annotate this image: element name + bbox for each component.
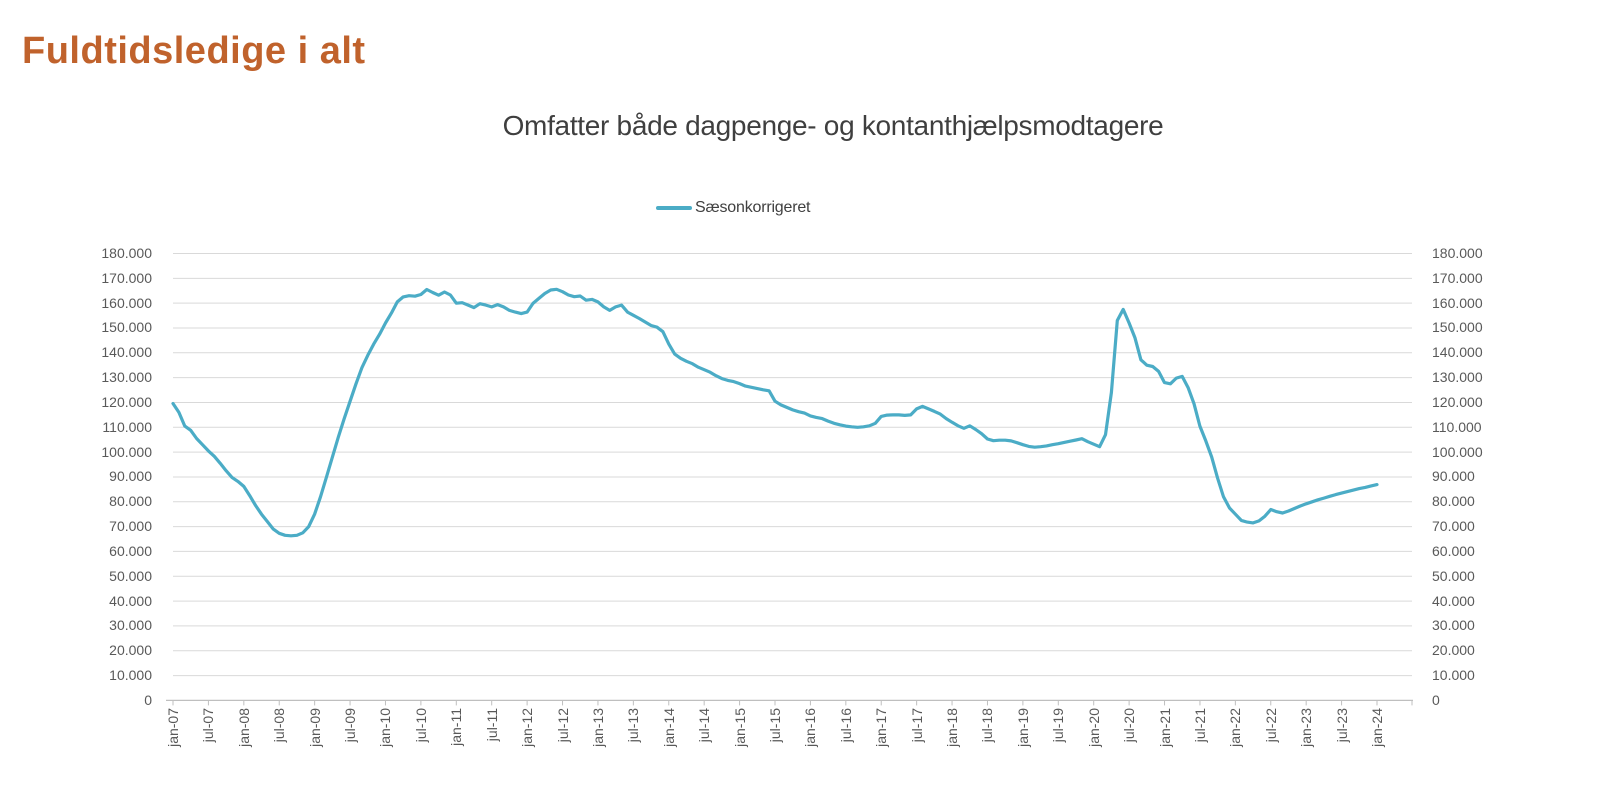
y-axis-label-left: 60.000 (109, 542, 152, 559)
y-axis-label-left: 20.000 (109, 642, 152, 659)
y-axis-label-left: 140.000 (101, 344, 152, 361)
x-axis-label: jan-23 (1298, 708, 1315, 747)
y-axis-label-left: 90.000 (109, 468, 152, 485)
y-axis-label-right: 20.000 (1432, 642, 1475, 659)
page-title: Fuldtidsledige i alt (22, 30, 366, 72)
x-axis-label: jul-20 (1121, 708, 1138, 743)
x-axis-label: jan-07 (165, 708, 181, 747)
legend: Sæsonkorrigeret (656, 198, 810, 218)
legend-line-marker (656, 205, 692, 211)
x-axis-label: jul-17 (908, 708, 925, 743)
y-axis-label-left: 0 (144, 691, 152, 708)
x-axis-label: jul-21 (1191, 708, 1208, 743)
x-axis-label: jul-13 (625, 708, 642, 743)
x-axis-label: jul-22 (1262, 708, 1279, 743)
x-axis-label: jan-17 (873, 708, 890, 747)
y-axis-label-left: 30.000 (109, 617, 152, 634)
y-axis-label-right: 120.000 (1432, 393, 1483, 410)
x-axis-label: jul-10 (412, 708, 429, 743)
y-axis-label-right: 150.000 (1432, 319, 1483, 336)
chart-title: Omfatter både dagpenge- og kontanthjælps… (502, 110, 1164, 141)
y-axis-label-right: 10.000 (1432, 667, 1475, 684)
y-axis-label-right: 90.000 (1432, 468, 1475, 485)
x-axis-label: jul-18 (979, 708, 996, 743)
y-axis-label-left: 170.000 (101, 269, 152, 286)
y-axis-label-left: 80.000 (109, 493, 152, 510)
series-line-saesonkorrigeret (171, 287, 1379, 538)
y-axis-label-left: 50.000 (109, 567, 152, 584)
y-axis-label-right: 40.000 (1432, 592, 1475, 609)
x-axis-label: jan-18 (944, 708, 961, 747)
x-axis-label: jan-13 (589, 708, 606, 747)
y-axis-label-right: 70.000 (1432, 518, 1475, 535)
x-axis-label: jul-19 (1050, 708, 1067, 743)
x-axis-label: jul-07 (200, 708, 217, 743)
y-axis-label-right: 50.000 (1432, 567, 1475, 584)
y-axis-label-right: 30.000 (1432, 617, 1475, 634)
x-axis-label: jan-09 (306, 708, 323, 747)
y-axis-label-right: 130.000 (1432, 369, 1483, 386)
x-axis-label: jul-12 (554, 708, 571, 743)
y-axis-label-right: 80.000 (1432, 493, 1475, 510)
x-axis-label: jul-16 (837, 708, 854, 743)
x-axis-label: jul-14 (696, 708, 713, 743)
y-axis-label-right: 0 (1432, 691, 1440, 708)
y-axis-label-left: 120.000 (101, 393, 152, 410)
y-axis-label-left: 110.000 (102, 418, 152, 435)
y-axis-label-right: 160.000 (1432, 294, 1483, 311)
y-axis-label-right: 170.000 (1432, 269, 1483, 286)
y-axis-label-left: 70.000 (109, 518, 152, 535)
y-axis-label-left: 150.000 (101, 319, 152, 336)
x-axis-label: jan-10 (377, 708, 394, 747)
y-axis-label-left: 100.000 (101, 443, 152, 460)
y-axis-label-left: 40.000 (109, 592, 152, 609)
x-axis-label: jul-08 (271, 708, 288, 743)
x-axis-label: jan-22 (1227, 708, 1244, 747)
x-axis-label: jan-16 (802, 708, 819, 747)
x-axis-label: jul-09 (342, 708, 359, 743)
x-axis-label: jan-11 (448, 708, 465, 746)
legend-series-label: Sæsonkorrigeret (695, 199, 811, 216)
x-axis-label: jan-21 (1156, 708, 1173, 747)
x-axis-label: jul-15 (767, 708, 783, 743)
y-axis-label-left: 180.000 (101, 245, 152, 261)
x-axis-label: jan-08 (235, 708, 252, 747)
x-axis-label: jan-24 (1369, 708, 1385, 747)
y-axis-label-left: 130.000 (101, 369, 152, 386)
y-axis-label-left: 10.000 (109, 667, 152, 684)
x-axis-label: jan-15 (731, 708, 748, 747)
y-axis-label-right: 100.000 (1432, 443, 1483, 460)
x-axis-label: jan-14 (660, 708, 677, 747)
x-axis-label: jul-23 (1333, 708, 1350, 743)
x-axis-label: jul-11 (483, 708, 500, 742)
x-axis-label: jan-19 (1014, 708, 1031, 747)
y-axis-label-right: 140.000 (1432, 344, 1483, 361)
y-axis-label-left: 160.000 (101, 294, 152, 311)
y-axis-label-right: 180.000 (1432, 245, 1483, 261)
y-axis-label-right: 60.000 (1432, 542, 1475, 559)
x-axis-label: jan-20 (1085, 708, 1102, 747)
y-axis-label-right: 110.000 (1432, 418, 1482, 435)
x-axis-label: jan-12 (519, 708, 536, 747)
